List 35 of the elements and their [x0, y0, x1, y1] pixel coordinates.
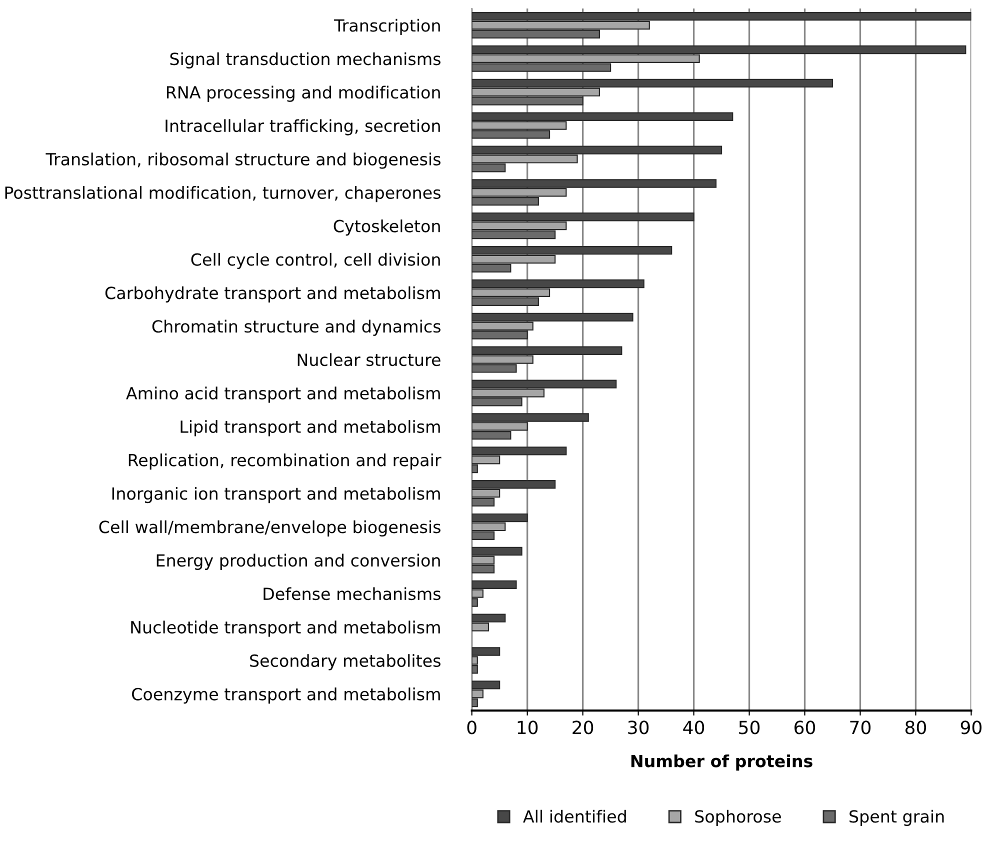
y-tick-label: Nucleotide transport and metabolism [131, 620, 440, 637]
legend-label: All identified [523, 810, 626, 823]
x-tick-label: 20 [572, 720, 594, 734]
x-tick-label: 60 [794, 720, 816, 734]
y-tick-label: Chromatin structure and dynamics [152, 320, 440, 336]
y-tick-label: Cell cycle control, cell division [191, 252, 440, 270]
legend-label: Spent grain [850, 810, 944, 826]
x-tick-label: 40 [683, 720, 704, 734]
y-tick-label: Energy production and conversion [156, 554, 440, 570]
x-tick-label: 80 [905, 720, 926, 734]
x-tick-label: 50 [739, 720, 760, 734]
x-tick-label: 90 [960, 720, 982, 734]
legend-label: Sophorose [695, 810, 781, 826]
y-tick-label: Nuclear structure [298, 353, 440, 366]
y-tick-label: Lipid transport and metabolism [180, 420, 440, 436]
y-tick-label: Signal transduction mechanisms [170, 52, 440, 68]
x-tick-label: 10 [518, 720, 538, 734]
y-tick-label: Intracellular trafficking, secretion [166, 119, 440, 136]
y-tick-label: Transcription [334, 18, 440, 36]
y-tick-label: Cell wall/membrane/envelope biogenesis [99, 520, 440, 537]
x-tick-label: 70 [850, 720, 871, 734]
y-tick-label: Amino acid transport and metabolism [126, 386, 440, 403]
y-tick-label: RNA processing and modification [166, 86, 440, 102]
y-tick-label: Carbohydrate transport and metabolism [105, 286, 440, 302]
y-tick-label: Cytoskeleton [334, 219, 440, 236]
y-tick-label: Replication, recombination and repair [128, 454, 442, 470]
y-tick-label: Posttranslational modification, turnover, chaperones [5, 186, 440, 202]
x-tick-label: 0 [467, 720, 476, 734]
y-tick-label: Translation, ribosomal structure and biogenesis [46, 152, 440, 169]
y-tick-label: Secondary metabolites [250, 654, 440, 670]
y-tick-label: Defense mechanisms [264, 587, 440, 600]
x-tick-label: 30 [628, 720, 649, 734]
y-tick-label: Coenzyme transport and metabolism [132, 688, 440, 704]
x-axis-title: Number of proteins [631, 754, 812, 771]
y-tick-label: Inorganic ion transport and metabolism [112, 486, 440, 504]
